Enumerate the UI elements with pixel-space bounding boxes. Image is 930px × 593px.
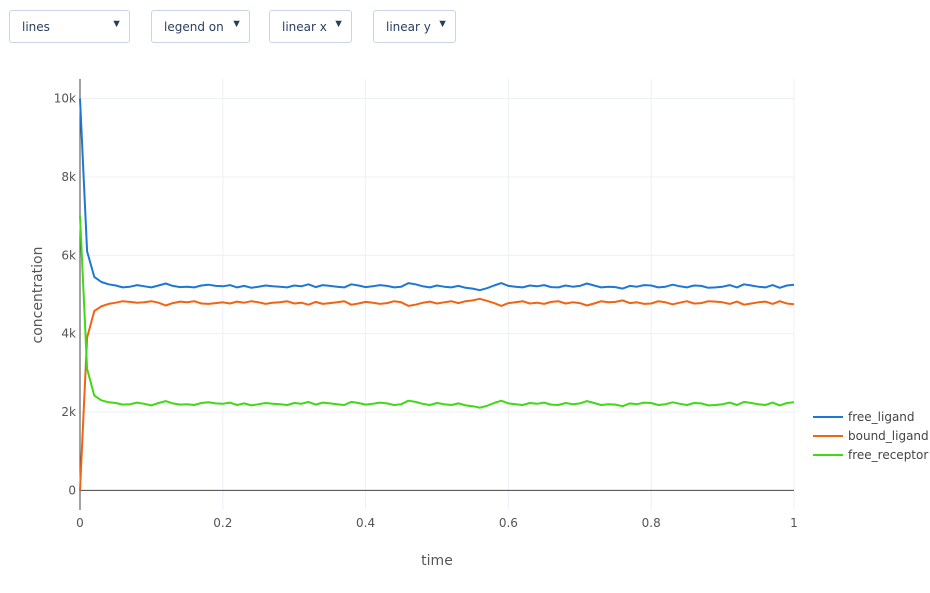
triangle-down-icon: ▼ [437, 18, 448, 30]
triangle-down-icon: ▼ [111, 18, 122, 30]
x-tick-label: 1 [790, 516, 798, 530]
legend-item-free-ligand[interactable]: free_ligand [813, 410, 915, 424]
x-tick-label: 0.6 [499, 516, 518, 530]
x-tick-label: 0.2 [213, 516, 232, 530]
y-axis-title: concentration [30, 247, 46, 344]
x-tick-label: 0.4 [356, 516, 375, 530]
yscale-dropdown[interactable]: linear y ▼ [373, 10, 456, 43]
legend: free_ligand bound_ligand free_receptor [813, 410, 929, 462]
y-tick-label: 2k [61, 405, 76, 419]
legend-label: free_receptor [848, 448, 928, 462]
xscale-dropdown[interactable]: linear x ▼ [269, 10, 352, 43]
series-line-free-ligand[interactable] [79, 98, 795, 292]
xscale-dropdown-label: linear x [282, 20, 327, 34]
x-tick-label: 0 [76, 516, 84, 530]
legend-label: free_ligand [848, 410, 915, 424]
legend-label: bound_ligand [848, 429, 929, 443]
y-tick-label: 4k [61, 327, 76, 341]
x-axis-title: time [421, 553, 453, 569]
grid-lines [80, 79, 795, 510]
triangle-down-icon: ▼ [231, 18, 242, 30]
series-line-bound-ligand[interactable] [79, 297, 795, 491]
series-lines[interactable] [79, 98, 795, 491]
legend-item-free-receptor[interactable]: free_receptor [813, 448, 928, 462]
series-line-free-receptor[interactable] [79, 216, 795, 409]
legend-item-bound-ligand[interactable]: bound_ligand [813, 429, 929, 443]
y-tick-label: 8k [61, 170, 76, 184]
legend-dropdown[interactable]: legend on ▼ [151, 10, 250, 43]
mode-dropdown[interactable]: lines ▼ [9, 10, 130, 43]
y-tick-label: 0 [68, 483, 76, 497]
tick-labels: 0 0.2 0.4 0.6 0.8 1 0 2k 4k 6k 8k 10k [54, 92, 798, 530]
yscale-dropdown-label: linear y [386, 20, 431, 34]
y-tick-label: 10k [54, 92, 76, 106]
x-tick-label: 0.8 [642, 516, 661, 530]
y-tick-label: 6k [61, 248, 76, 262]
triangle-down-icon: ▼ [333, 18, 344, 30]
legend-dropdown-label: legend on [164, 20, 224, 34]
mode-dropdown-label: lines [22, 20, 50, 34]
axes [79, 79, 794, 510]
